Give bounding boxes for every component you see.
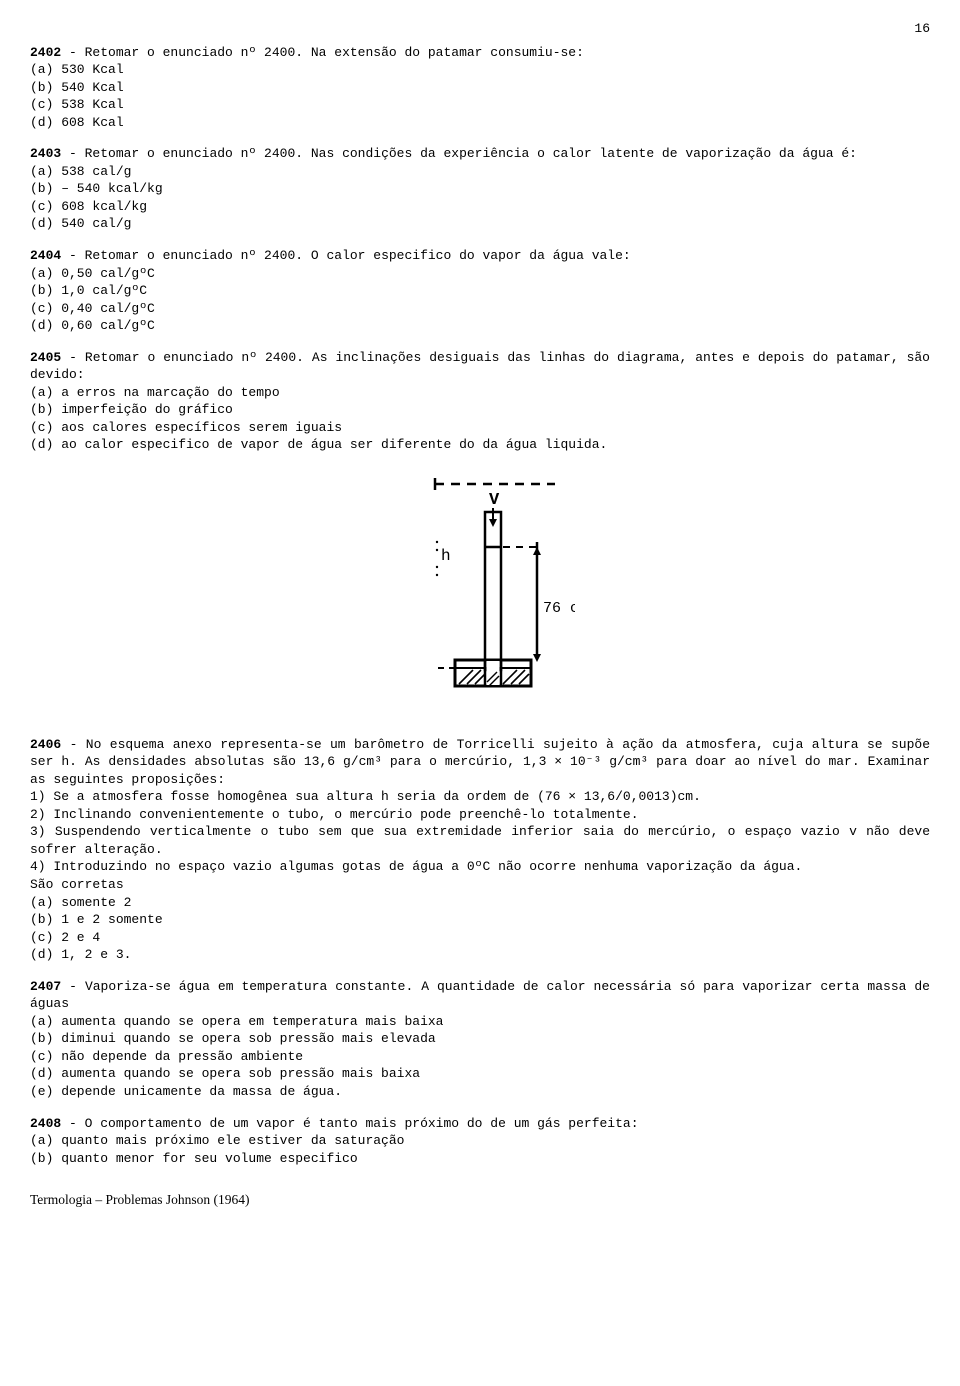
question-prompt: - No esquema anexo representa-se um barô… <box>30 737 930 787</box>
option-d: (d) 608 Kcal <box>30 114 930 132</box>
option-d: (d) 1, 2 e 3. <box>30 946 930 964</box>
question-2407: 2407 - Vaporiza-se água em temperatura c… <box>30 978 930 1101</box>
proposition-3: 3) Suspendendo verticalmente o tubo sem … <box>30 823 930 858</box>
question-2406: 2406 - No esquema anexo representa-se um… <box>30 736 930 964</box>
proposition-4: 4) Introduzindo no espaço vazio algumas … <box>30 858 930 876</box>
page-footer: Termologia – Problemas Johnson (1964) <box>30 1191 930 1209</box>
option-c: (c) 0,40 cal/gºC <box>30 300 930 318</box>
question-number: 2402 <box>30 45 61 60</box>
option-a: (a) 0,50 cal/gºC <box>30 265 930 283</box>
question-2408: 2408 - O comportamento de um vapor é tan… <box>30 1115 930 1168</box>
question-prompt: - Retomar o enunciado nº 2400. Nas condi… <box>61 146 857 161</box>
question-prompt: - Retomar o enunciado nº 2400. Na extens… <box>61 45 584 60</box>
option-b: (b) imperfeição do gráfico <box>30 401 930 419</box>
question-number: 2403 <box>30 146 61 161</box>
option-a: (a) 530 Kcal <box>30 61 930 79</box>
question-number: 2406 <box>30 737 61 752</box>
question-number: 2408 <box>30 1116 61 1131</box>
proposition-2: 2) Inclinando convenientemente o tubo, o… <box>30 806 930 824</box>
option-c: (c) 2 e 4 <box>30 929 930 947</box>
question-2404: 2404 - Retomar o enunciado nº 2400. O ca… <box>30 247 930 335</box>
option-c: (c) não depende da pressão ambiente <box>30 1048 930 1066</box>
diagram-label-76cm: 76 cm <box>543 600 575 617</box>
question-2402: 2402 - Retomar o enunciado nº 2400. Na e… <box>30 44 930 132</box>
option-b: (b) 1,0 cal/gºC <box>30 282 930 300</box>
option-a: (a) somente 2 <box>30 894 930 912</box>
option-e: (e) depende unicamente da massa de água. <box>30 1083 930 1101</box>
option-b: (b) 1 e 2 somente <box>30 911 930 929</box>
option-c: (c) aos calores específicos serem iguais <box>30 419 930 437</box>
option-c: (c) 608 kcal/kg <box>30 198 930 216</box>
option-d: (d) aumenta quando se opera sob pressão … <box>30 1065 930 1083</box>
option-a: (a) aumenta quando se opera em temperatu… <box>30 1013 930 1031</box>
question-number: 2407 <box>30 979 61 994</box>
diagram-label-v: V <box>489 491 500 510</box>
option-d: (d) 540 cal/g <box>30 215 930 233</box>
question-prompt: - Retomar o enunciado nº 2400. As inclin… <box>30 350 930 383</box>
option-a: (a) 538 cal/g <box>30 163 930 181</box>
question-prompt: - Retomar o enunciado nº 2400. O calor e… <box>61 248 631 263</box>
diagram-label-h: h <box>441 547 451 565</box>
question-number: 2405 <box>30 350 61 365</box>
option-b: (b) diminui quando se opera sob pressão … <box>30 1030 930 1048</box>
question-prompt: - O comportamento de um vapor é tanto ma… <box>61 1116 638 1131</box>
question-number: 2404 <box>30 248 61 263</box>
option-c: (c) 538 Kcal <box>30 96 930 114</box>
question-2403: 2403 - Retomar o enunciado nº 2400. Nas … <box>30 145 930 233</box>
option-d: (d) ao calor especifico de vapor de água… <box>30 436 930 454</box>
proposition-1: 1) Se a atmosfera fosse homogênea sua al… <box>30 788 930 806</box>
option-d: (d) 0,60 cal/gºC <box>30 317 930 335</box>
option-a: (a) a erros na marcação do tempo <box>30 384 930 402</box>
option-b: (b) 540 Kcal <box>30 79 930 97</box>
correct-label: São corretas <box>30 876 930 894</box>
question-prompt: - Vaporiza-se água em temperatura consta… <box>30 979 930 1012</box>
barometer-diagram: h V 76 cm <box>30 472 930 708</box>
option-a: (a) quanto mais próximo ele estiver da s… <box>30 1132 930 1150</box>
option-b: (b) quanto menor for seu volume especifi… <box>30 1150 930 1168</box>
question-2405: 2405 - Retomar o enunciado nº 2400. As i… <box>30 349 930 454</box>
option-b: (b) – 540 kcal/kg <box>30 180 930 198</box>
page-number: 16 <box>30 20 930 38</box>
